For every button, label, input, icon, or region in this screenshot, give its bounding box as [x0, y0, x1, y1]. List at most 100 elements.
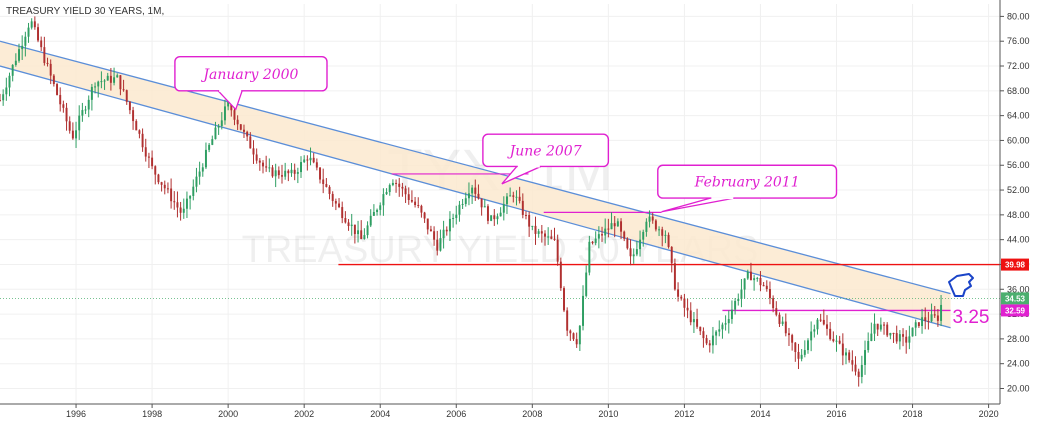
x-tick-label: 2008 — [522, 409, 542, 419]
horizontal-levels[interactable] — [0, 173, 1000, 312]
candle-body — [794, 342, 797, 352]
candle-body — [265, 166, 268, 168]
price-tag — [1001, 292, 1029, 305]
candle-body — [366, 225, 369, 236]
callout-box — [482, 133, 610, 168]
candle-body — [122, 89, 125, 91]
price-tag — [1001, 258, 1029, 271]
candle-body — [306, 159, 309, 161]
candle-body — [52, 75, 55, 85]
candle-body — [27, 27, 30, 37]
candle-body — [0, 100, 1, 102]
x-tick-label: 2018 — [903, 409, 923, 419]
annotations[interactable]: January 2000 June 2007 February 2011 3.25 — [174, 56, 990, 328]
price-tag-label: 39.98 — [1005, 261, 1026, 270]
price-tag-label: 34.53 — [1005, 294, 1026, 303]
candle-body — [113, 77, 116, 83]
candle-body — [838, 340, 841, 344]
candle-body — [864, 350, 867, 365]
callout-text: February 2011 — [694, 175, 800, 191]
candle-body — [59, 94, 62, 105]
candle-body — [597, 234, 600, 239]
candle-body — [382, 194, 385, 206]
candle-body — [322, 179, 325, 185]
candle-body — [620, 221, 623, 232]
callout-text: June 2007 — [507, 143, 582, 159]
candle-body — [635, 249, 638, 255]
candle-body — [483, 206, 486, 208]
candle-body — [639, 239, 642, 250]
candle-body — [395, 182, 398, 184]
candle-body — [467, 193, 470, 199]
candle-body — [14, 60, 17, 65]
candle-body — [170, 188, 173, 202]
candle-body — [255, 154, 258, 161]
candle-body — [680, 296, 683, 299]
candle-body — [746, 271, 749, 279]
candle-body — [296, 172, 299, 174]
candle-body — [699, 326, 702, 332]
candle-body — [262, 162, 264, 167]
candle-body — [936, 315, 939, 321]
candle-body — [49, 63, 52, 76]
candle-body — [166, 188, 169, 190]
candle-body — [486, 206, 489, 221]
candle-body — [829, 328, 832, 340]
candle-body — [651, 216, 654, 221]
candle-body — [303, 159, 306, 163]
candle-body — [616, 221, 619, 227]
callout-pointer — [217, 90, 243, 111]
candle-body — [458, 204, 461, 215]
y-tick-label: 80.00 — [1007, 11, 1030, 21]
candle-body — [242, 129, 245, 132]
candle-body — [772, 298, 775, 309]
candle-body — [192, 186, 195, 196]
candle-body — [87, 99, 90, 110]
candle-body — [737, 298, 740, 301]
candle-body — [433, 231, 436, 240]
candle-body — [490, 215, 493, 221]
candle-body — [749, 271, 752, 281]
x-tick-label: 1998 — [142, 409, 162, 419]
candle-body — [832, 339, 835, 342]
candle-body — [62, 104, 65, 108]
candle-body — [895, 333, 898, 342]
candle-body — [604, 228, 607, 236]
x-tick-label: 2010 — [598, 409, 618, 419]
hand-cursor-icon — [948, 273, 974, 297]
candle-body — [360, 230, 363, 239]
candle-body — [692, 319, 695, 323]
hand-cursor-shape — [948, 273, 974, 297]
candle-body — [803, 350, 806, 355]
y-tick-label: 24.00 — [1007, 359, 1030, 369]
y-tick-label: 68.00 — [1007, 86, 1030, 96]
candle-body — [464, 198, 467, 204]
candle-body — [344, 218, 347, 223]
callout-pointer — [501, 165, 542, 185]
candle-body — [654, 220, 657, 230]
candle-body — [407, 194, 410, 201]
candle-body — [778, 314, 781, 324]
candle-body — [908, 336, 911, 343]
candle-body — [781, 321, 784, 324]
candle-body — [417, 204, 420, 206]
candle-body — [854, 364, 857, 372]
candle-body — [138, 130, 141, 134]
candle-body — [502, 204, 505, 213]
candle-body — [512, 195, 515, 197]
candle-body — [334, 201, 337, 204]
candle-body — [239, 124, 242, 130]
candle-body — [391, 182, 394, 186]
candle-body — [281, 175, 283, 177]
y-tick-label: 48.00 — [1007, 210, 1030, 220]
candle-body — [480, 198, 483, 208]
candle-body — [271, 167, 274, 177]
candle-body — [214, 127, 217, 140]
candle-body — [826, 324, 828, 329]
candle-body — [293, 169, 296, 174]
y-tick-label: 20.00 — [1007, 383, 1030, 393]
candle-body — [236, 119, 239, 125]
candle-body — [518, 196, 521, 201]
candle-body — [398, 183, 401, 187]
